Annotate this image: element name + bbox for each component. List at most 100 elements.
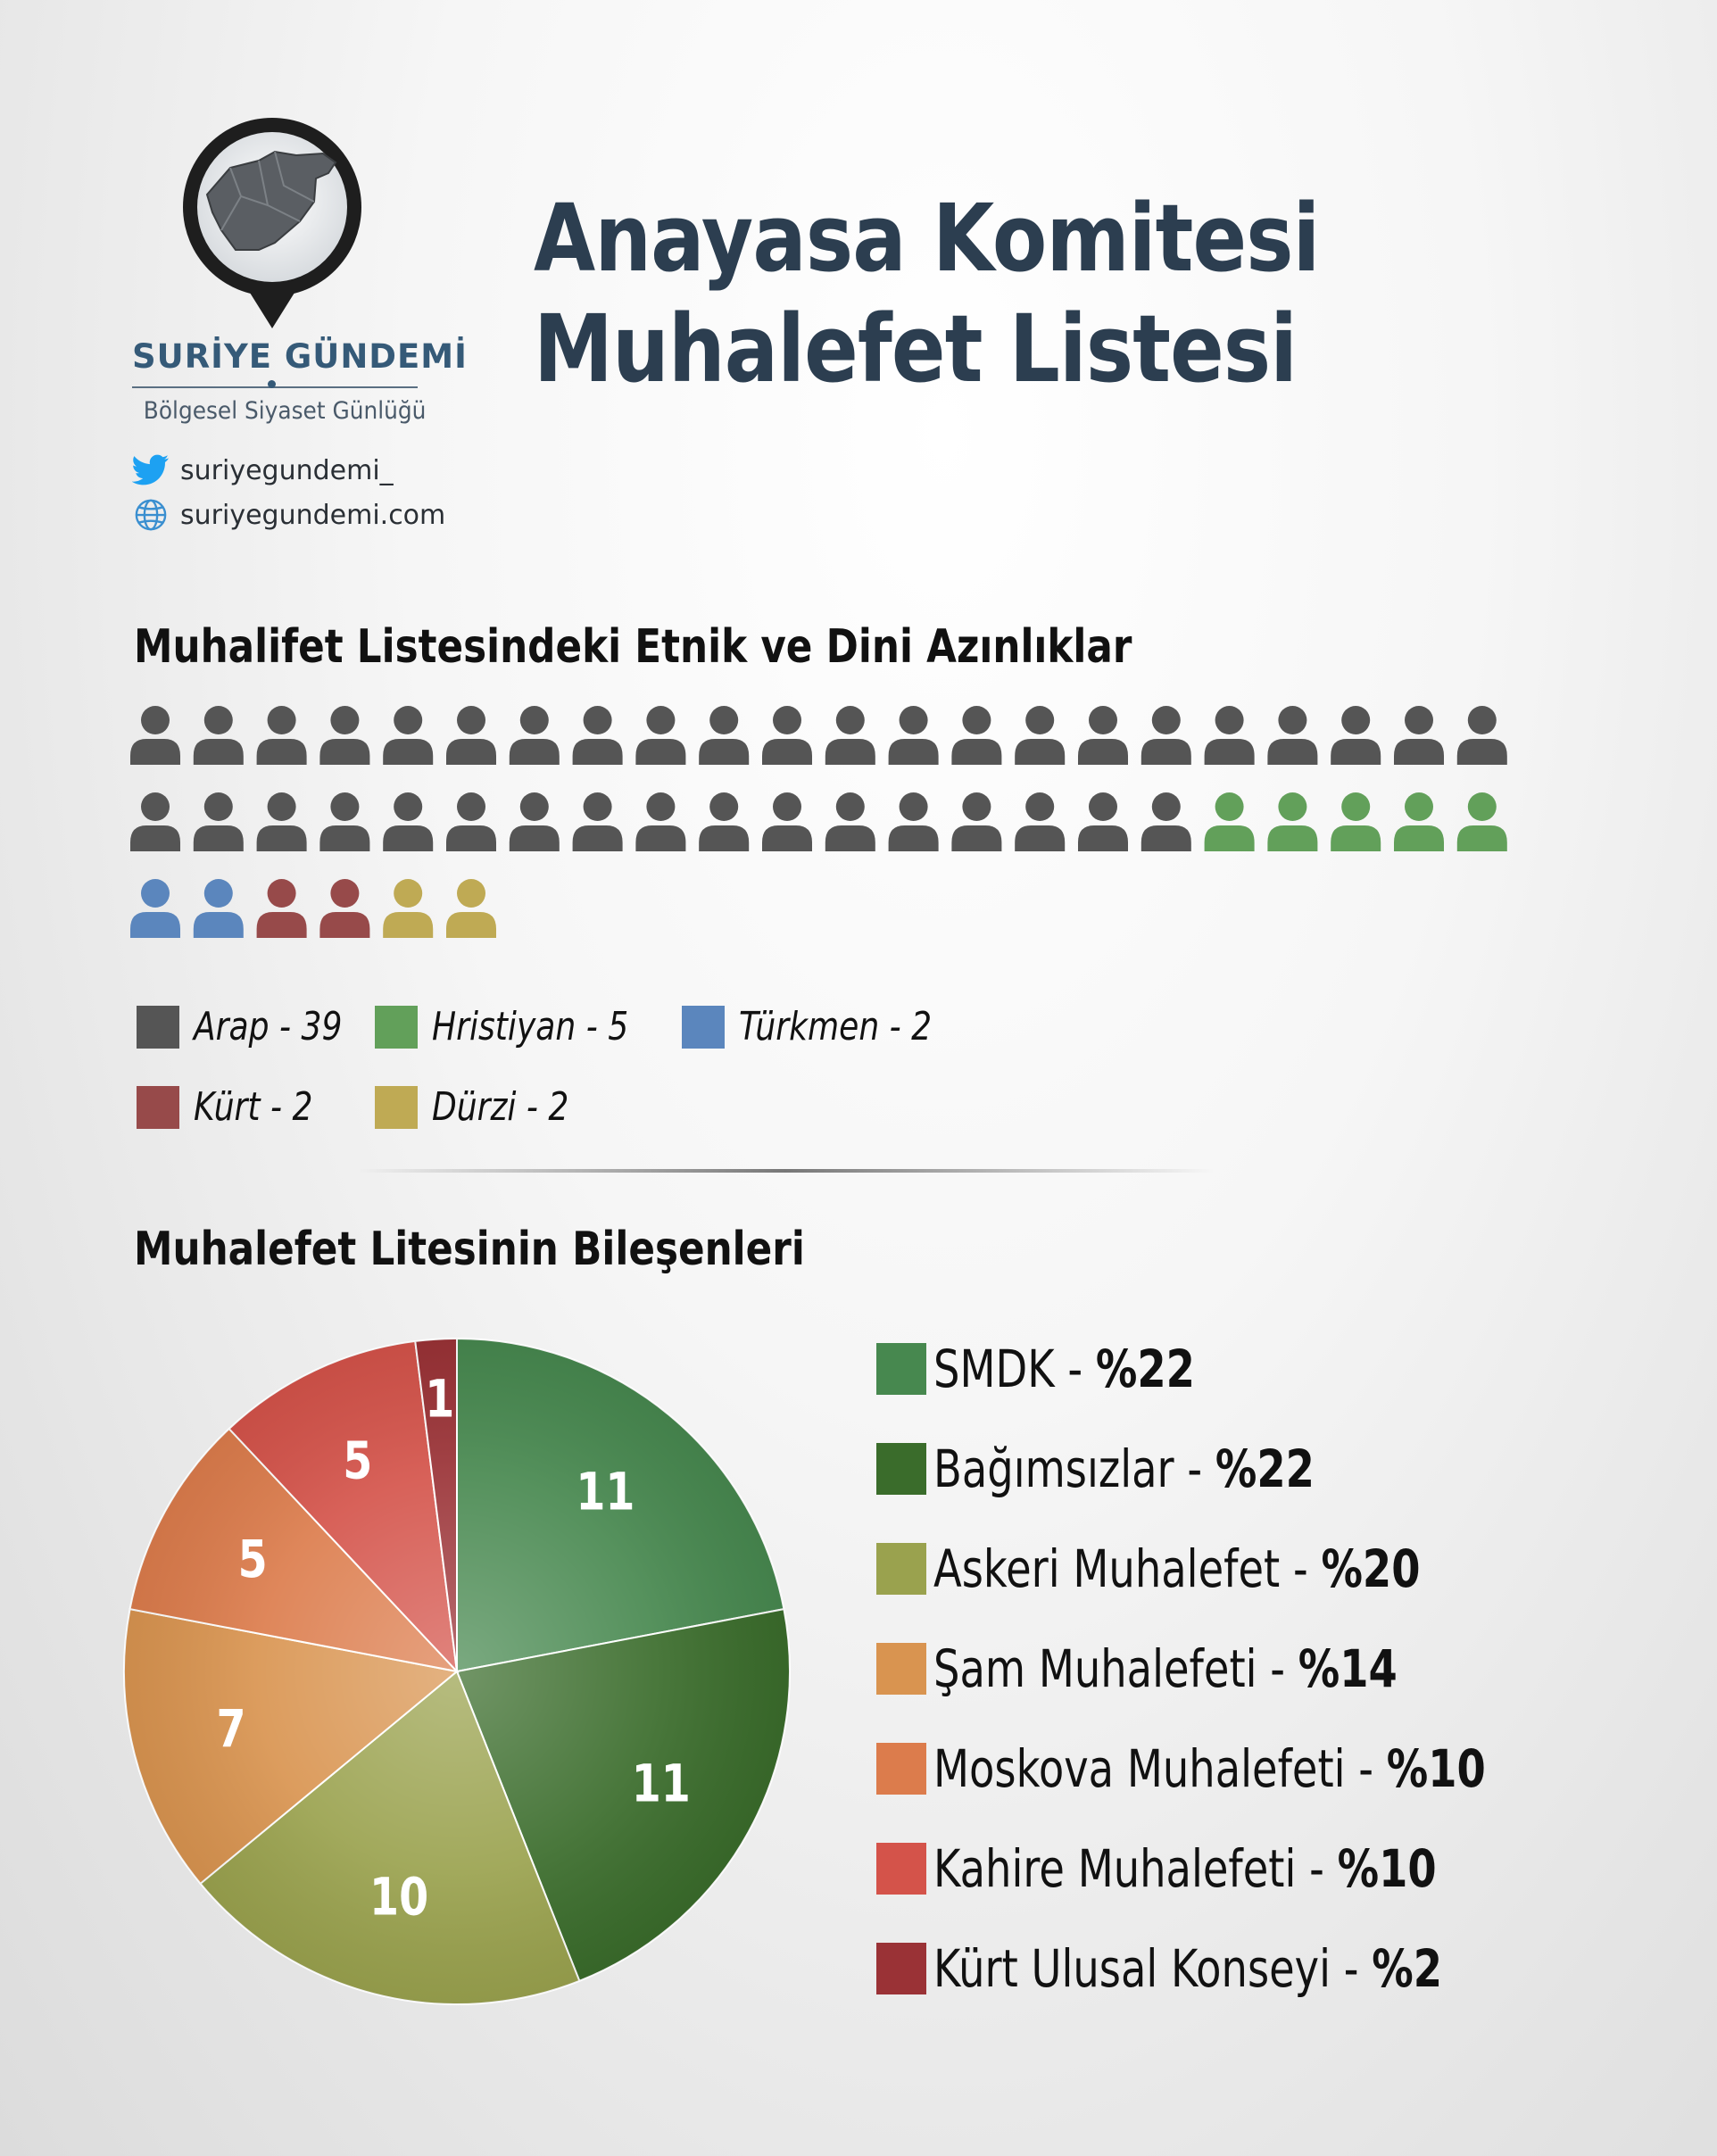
person-icon-arap bbox=[572, 792, 623, 851]
pie-label-kürt-ulusal-konseyi: 1 bbox=[425, 1369, 454, 1430]
legend-label-bağımsızlar: Bağımsızlar - %22 bbox=[933, 1439, 1315, 1499]
person-icon-arap bbox=[509, 792, 560, 851]
legend-item-durzi: Dürzi - 2 bbox=[375, 1084, 599, 1130]
legend-name-kahire-muhalefeti: Kahire Muhalefeti - bbox=[933, 1838, 1338, 1899]
person-icon-arap bbox=[762, 706, 812, 765]
globe-icon bbox=[135, 499, 167, 531]
legend-label-turkmen: Türkmen - 2 bbox=[739, 1004, 933, 1049]
legend-item-kahire-muhalefeti: Kahire Muhalefeti - %10 bbox=[876, 1838, 1563, 1899]
legend-percent-kahire-muhalefeti: %10 bbox=[1337, 1838, 1437, 1899]
legend-label-smdk: SMDK - %22 bbox=[933, 1339, 1195, 1399]
legend-item-hristiyan: Hristiyan - 5 bbox=[375, 1004, 672, 1049]
section-divider bbox=[357, 1169, 1214, 1173]
legend-percent-kürt-ulusal-konseyi: %2 bbox=[1372, 1938, 1443, 1999]
legend-label-kürt-ulusal-konseyi: Kürt Ulusal Konseyi - %2 bbox=[933, 1938, 1442, 1999]
people-pictograph bbox=[130, 706, 1507, 938]
person-icon-arap bbox=[888, 706, 939, 765]
person-icon-arap bbox=[825, 706, 875, 765]
legend-name-smdk: SMDK - bbox=[933, 1339, 1096, 1399]
legend-name-askeri-muhalefet: Askeri Muhalefet - bbox=[933, 1538, 1322, 1599]
section-title-components: Muhalefet Litesinin Bileşenleri bbox=[134, 1223, 805, 1276]
person-icon-arap bbox=[319, 706, 370, 765]
legend-swatch-kurt bbox=[137, 1085, 179, 1129]
person-icon-arap bbox=[1267, 706, 1318, 765]
pie-label-askeri-muhalefet: 10 bbox=[369, 1867, 428, 1928]
person-icon-kürt bbox=[319, 879, 370, 938]
person-icon-arap bbox=[1331, 706, 1381, 765]
legend-swatch-smdk bbox=[876, 1343, 926, 1395]
legend-item-arap: Arap - 39 bbox=[137, 1004, 375, 1049]
person-icon-arap bbox=[383, 792, 434, 851]
legend-swatch-moskova-muhalefeti bbox=[876, 1743, 926, 1795]
section-title-minorities: Muhalifet Listesindeki Etnik ve Dini Azı… bbox=[134, 620, 1132, 674]
person-icon-dürzi bbox=[446, 879, 496, 938]
person-icon-arap bbox=[130, 792, 180, 851]
minorities-legend: Arap - 39 Hristiyan - 5 Türkmen - 2 Kürt… bbox=[134, 1004, 1026, 1138]
twitter-handle[interactable]: suriyegundemi_ bbox=[132, 453, 394, 487]
person-icon-arap bbox=[509, 706, 560, 765]
legend-swatch-hristiyan bbox=[375, 1005, 418, 1049]
components-legend: SMDK - %22 Bağımsızlar - %22 Askeri Muhale… bbox=[876, 1339, 1680, 2017]
person-icon-arap bbox=[635, 706, 686, 765]
legend-name-bağımsızlar: Bağımsızlar - bbox=[933, 1439, 1215, 1499]
legend-name-kürt-ulusal-konseyi: Kürt Ulusal Konseyi - bbox=[933, 1938, 1373, 1999]
website-text: suriyegundemi.com bbox=[180, 499, 446, 531]
person-icon-arap bbox=[635, 792, 686, 851]
legend-item-bağımsızlar: Bağımsızlar - %22 bbox=[876, 1439, 1410, 1499]
legend-label-kahire-muhalefeti: Kahire Muhalefeti - %10 bbox=[933, 1838, 1437, 1899]
pie-label-moskova-muhalefeti: 5 bbox=[238, 1529, 268, 1589]
person-icon-arap bbox=[951, 706, 1002, 765]
legend-swatch-durzi bbox=[375, 1085, 418, 1129]
legend-name-moskova-muhalefeti: Moskova Muhalefeti - bbox=[933, 1738, 1387, 1799]
person-icon-hristiyan bbox=[1331, 792, 1381, 851]
legend-name-şam-muhalefeti: Şam Muhalefeti - bbox=[933, 1638, 1298, 1699]
map-pin-logo-icon bbox=[183, 118, 361, 328]
person-icon-arap bbox=[319, 792, 370, 851]
legend-label-moskova-muhalefeti: Moskova Muhalefeti - %10 bbox=[933, 1738, 1486, 1799]
legend-item-şam-muhalefeti: Şam Muhalefeti - %14 bbox=[876, 1638, 1514, 1699]
person-icon-arap bbox=[1078, 706, 1128, 765]
legend-swatch-kürt-ulusal-konseyi bbox=[876, 1943, 926, 1994]
legend-item-moskova-muhalefeti: Moskova Muhalefeti - %10 bbox=[876, 1738, 1624, 1799]
legend-label-askeri-muhalefet: Askeri Muhalefet - %20 bbox=[933, 1538, 1421, 1599]
logo: SURİYE GÜNDEMİ Bölgesel Siyaset Günlüğü … bbox=[125, 116, 468, 544]
person-icon-hristiyan bbox=[1204, 792, 1255, 851]
brand-tagline: Bölgesel Siyaset Günlüğü bbox=[143, 397, 427, 425]
person-icon-arap bbox=[1015, 706, 1066, 765]
legend-swatch-şam-muhalefeti bbox=[876, 1643, 926, 1695]
person-icon-arap bbox=[130, 706, 180, 765]
person-icon-arap bbox=[1456, 706, 1507, 765]
person-icon-hristiyan bbox=[1267, 792, 1318, 851]
person-icon-türkmen bbox=[193, 879, 244, 938]
legend-label-hristiyan: Hristiyan - 5 bbox=[432, 1004, 629, 1049]
person-icon-kürt bbox=[256, 879, 307, 938]
legend-item-turkmen: Türkmen - 2 bbox=[682, 1004, 975, 1049]
person-icon-arap bbox=[1141, 792, 1191, 851]
person-icon-arap bbox=[446, 792, 496, 851]
legend-item-smdk: SMDK - %22 bbox=[876, 1339, 1260, 1399]
website-link[interactable]: suriyegundemi.com bbox=[132, 498, 445, 532]
person-icon-arap bbox=[699, 706, 750, 765]
twitter-icon bbox=[132, 454, 169, 485]
pie-label-kahire-muhalefeti: 5 bbox=[343, 1430, 372, 1491]
legend-swatch-askeri-muhalefet bbox=[876, 1543, 926, 1595]
person-icon-arap bbox=[699, 792, 750, 851]
person-icon-türkmen bbox=[130, 879, 180, 938]
person-icon-arap bbox=[762, 792, 812, 851]
legend-item-kürt-ulusal-konseyi: Kürt Ulusal Konseyi - %2 bbox=[876, 1938, 1570, 1999]
legend-swatch-kahire-muhalefeti bbox=[876, 1843, 926, 1895]
legend-percent-smdk: %22 bbox=[1095, 1339, 1195, 1399]
legend-item-kurt: Kürt - 2 bbox=[137, 1084, 339, 1130]
person-icon-arap bbox=[825, 792, 875, 851]
brand-name: SURİYE GÜNDEMİ bbox=[132, 337, 468, 376]
person-icon-arap bbox=[193, 706, 244, 765]
person-icon-arap bbox=[1204, 706, 1255, 765]
legend-label-kurt: Kürt - 2 bbox=[194, 1084, 313, 1130]
legend-label-durzi: Dürzi - 2 bbox=[432, 1084, 569, 1130]
person-icon-arap bbox=[888, 792, 939, 851]
person-icon-arap bbox=[383, 706, 434, 765]
legend-swatch-arap bbox=[137, 1005, 179, 1049]
pie-label-şam-muhalefeti: 7 bbox=[217, 1699, 246, 1760]
brand-divider bbox=[132, 386, 418, 388]
